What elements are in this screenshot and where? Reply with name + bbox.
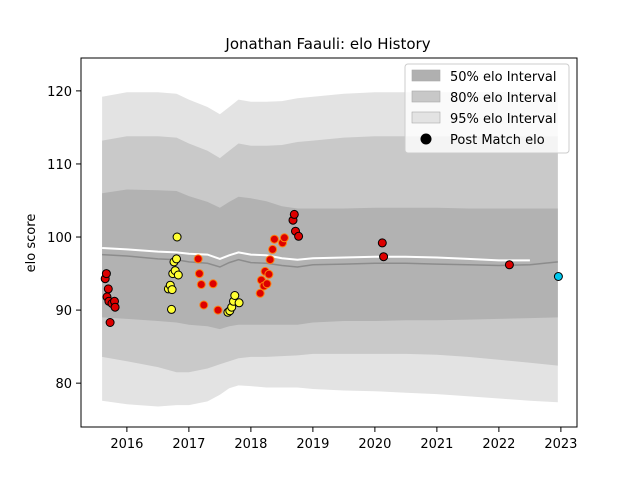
data-point (265, 255, 275, 265)
data-point (167, 285, 177, 295)
x-axis: 2016 2017 2018 2019 2020 2021 2022 2023 (110, 427, 577, 452)
x-tick-label: 2020 (358, 437, 391, 452)
data-point (213, 305, 223, 315)
x-tick-label: 2021 (420, 437, 453, 452)
data-point (172, 232, 182, 242)
data-point (255, 288, 265, 298)
data-point (269, 234, 279, 244)
chart-title: Jonathan Faauli: elo History (224, 35, 430, 53)
data-point (289, 209, 299, 219)
x-tick-label: 2016 (110, 437, 143, 452)
data-point (105, 318, 115, 327)
post-match-points (100, 209, 563, 327)
data-point (262, 279, 272, 289)
legend-frame (404, 63, 570, 154)
data-point (110, 302, 120, 312)
data-point (208, 279, 218, 289)
data-point (279, 233, 289, 243)
x-tick-label: 2023 (544, 437, 577, 452)
x-tick-label: 2019 (296, 437, 329, 452)
data-point (377, 238, 387, 248)
data-point (264, 269, 274, 279)
y-tick-label: 100 (47, 231, 72, 246)
data-point (504, 260, 514, 270)
legend-label: 50% elo Interval (450, 70, 557, 85)
data-point (379, 252, 389, 262)
legend-label: Post Match elo (450, 133, 545, 148)
legend-swatch (411, 69, 441, 82)
data-point (193, 254, 203, 264)
y-tick-label: 80 (55, 377, 72, 392)
x-tick-label: 2022 (482, 437, 515, 452)
y-axis-label: elo score (24, 214, 39, 273)
data-point (199, 300, 209, 310)
legend: 50% elo Interval 80% elo Interval 95% elo … (404, 63, 570, 154)
y-tick-label: 120 (47, 85, 72, 100)
plot-area (100, 92, 563, 407)
data-point (172, 254, 181, 264)
y-tick-label: 110 (47, 158, 72, 173)
x-tick-label: 2017 (172, 437, 205, 452)
data-point (268, 244, 278, 254)
plot-frame (80, 57, 578, 428)
y-tick-label: 90 (55, 304, 72, 319)
rating-line (102, 247, 530, 262)
legend-label: 80% elo Interval (450, 91, 557, 106)
data-point (230, 291, 240, 300)
legend-swatch (411, 90, 441, 103)
x-tick-label: 2018 (234, 437, 267, 452)
data-point (103, 284, 113, 294)
y-axis: 80 90 100 110 120 (47, 85, 81, 392)
legend-marker (420, 133, 432, 145)
data-point (167, 304, 176, 314)
data-point (173, 270, 183, 280)
data-point (196, 280, 206, 289)
band-50-interval (102, 189, 558, 330)
data-point (234, 298, 244, 308)
data-point (553, 272, 563, 281)
data-point (101, 269, 111, 279)
data-point (194, 269, 204, 279)
legend-swatch (411, 111, 441, 124)
legend-label: 95% elo Interval (450, 112, 557, 127)
data-point (294, 231, 304, 241)
mean-elo-line (102, 253, 558, 268)
